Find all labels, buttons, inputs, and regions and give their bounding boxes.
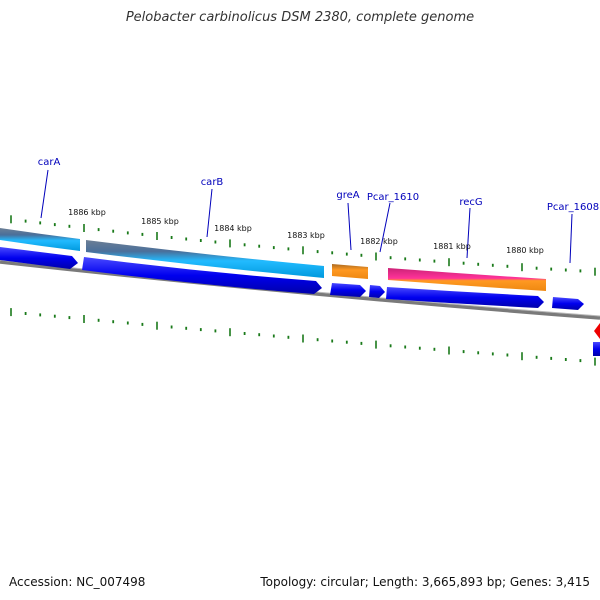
gene-label-greA[interactable]: greA — [336, 190, 359, 201]
genome-summary: Topology: circular; Length: 3,665,893 bp… — [260, 575, 590, 589]
scale-label-1885: 1885 kbp — [141, 217, 179, 226]
gene-label-Pcar_1608[interactable]: Pcar_1608 — [547, 202, 599, 213]
outer-tick-marks — [10, 215, 596, 276]
cds-arrow-3[interactable] — [330, 283, 366, 297]
leader-carB — [206, 188, 213, 238]
leader-greA — [347, 202, 352, 251]
leader-recG — [466, 207, 471, 259]
gene-label-carA[interactable]: carA — [38, 157, 61, 168]
cds-arrow-1[interactable] — [0, 247, 78, 269]
leader-Pcar_1608 — [569, 213, 573, 264]
gene-band-carB[interactable] — [86, 240, 324, 278]
accession-label: Accession: NC_007498 — [9, 575, 146, 589]
leader-carA — [40, 169, 49, 219]
gene-label-carB[interactable]: carB — [201, 177, 224, 188]
cds-arrow-7[interactable] — [593, 342, 600, 356]
gene-band-carA[interactable] — [0, 228, 80, 251]
cds-arrow-6[interactable] — [552, 297, 584, 310]
gene-label-Pcar_1610[interactable]: Pcar_1610 — [367, 192, 419, 203]
scale-label-1880: 1880 kbp — [506, 246, 544, 255]
gene-band-recG[interactable] — [388, 268, 546, 291]
gene-label-recG[interactable]: recG — [459, 197, 482, 208]
scale-label-1884: 1884 kbp — [214, 224, 252, 233]
cds-arrow-2[interactable] — [82, 257, 322, 294]
map-title: Pelobacter carbinolicus DSM 2380, comple… — [125, 10, 475, 25]
cds-arrow-5[interactable] — [386, 287, 544, 308]
scale-label-1881: 1881 kbp — [433, 242, 471, 251]
scale-label-1882: 1882 kbp — [360, 237, 398, 246]
leader-Pcar_1610 — [379, 202, 391, 253]
inner-tick-marks — [10, 308, 596, 366]
cds-arrow-4[interactable] — [369, 285, 385, 298]
scale-label-1886: 1886 kbp — [68, 208, 106, 217]
red-feature-marker[interactable] — [594, 323, 600, 339]
scale-label-1883: 1883 kbp — [287, 231, 325, 240]
gene-band-greA[interactable] — [332, 264, 368, 279]
